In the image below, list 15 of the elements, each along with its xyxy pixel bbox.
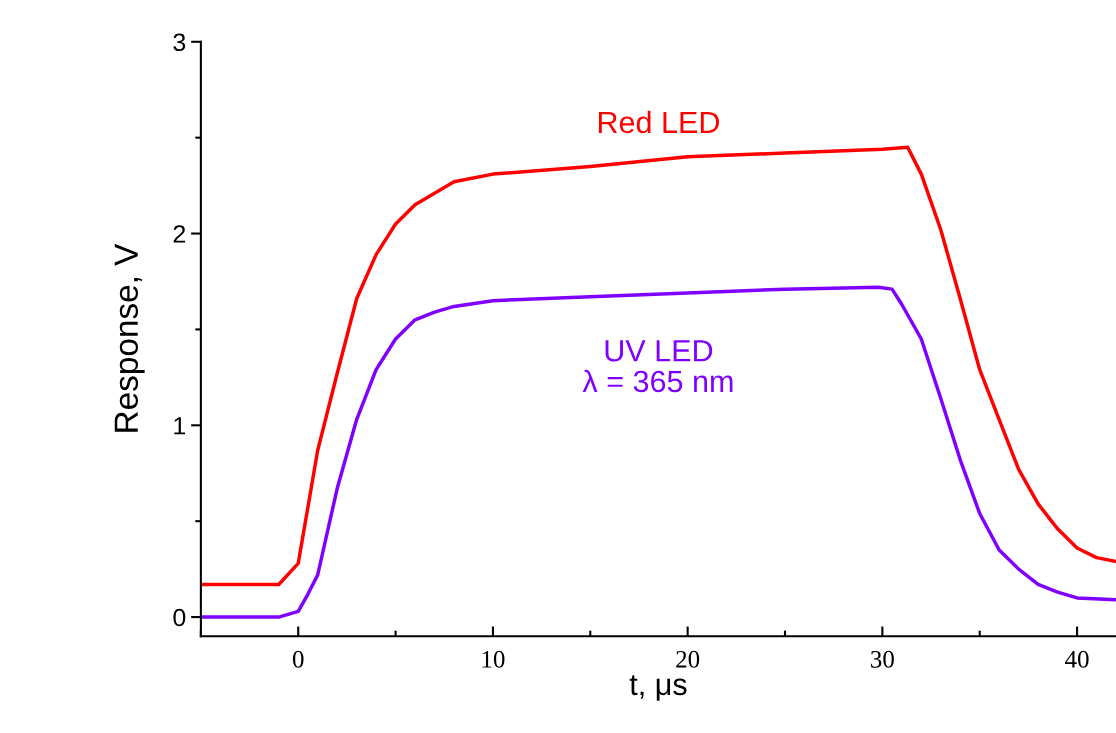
y-axis-title: Response, V [114,243,145,432]
x-tick-label: 10 [482,650,505,668]
line-series [200,145,1116,587]
y-tick-label: 1 [174,417,186,435]
x-tick-label: 20 [676,650,700,668]
y-tick-label: 2 [173,225,186,243]
series-label: Red LED [598,110,719,134]
y-tick-label: 3 [173,33,186,52]
x-axis-title: t, μs [629,675,687,701]
series-label: UV LED λ = 365 nm [582,340,733,393]
y-tick-label: 0 [173,608,186,627]
x-tick-label: 30 [871,650,894,668]
x-tick-label: 0 [292,650,304,668]
x-tick-label: 40 [1065,650,1089,668]
line-series [200,285,1116,619]
